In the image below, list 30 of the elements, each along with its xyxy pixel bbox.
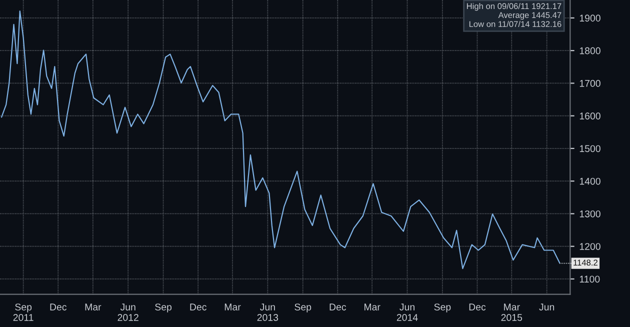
x-tick-label: Mar 2015	[501, 304, 522, 321]
x-tick-label: Mar	[85, 304, 102, 310]
x-tick-label: Sep	[294, 304, 312, 312]
y-tick-label: 1400	[580, 178, 600, 185]
x-tick-label: Dec	[190, 304, 206, 310]
y-tick-label: 1300	[580, 210, 600, 218]
x-tick-label: Jun 2012	[118, 304, 138, 321]
annotation: 1148.2	[574, 260, 598, 266]
x-tick-label: Dec	[469, 304, 486, 310]
annotation: Low on 11/07/14 1132.16	[469, 20, 562, 28]
y-tick-label: 1800	[580, 47, 600, 54]
x-tick-label: Jun 2014	[396, 304, 418, 321]
x-tick-label: Sep 2011	[13, 304, 34, 321]
y-tick-label: 1200	[580, 243, 600, 250]
y-tick-label: 1600	[580, 112, 600, 120]
x-tick-label: Sep	[434, 304, 451, 312]
x-tick-label: Dec	[330, 304, 346, 310]
x-tick-label: Dec	[50, 304, 67, 310]
y-tick-label: 1700	[580, 80, 600, 87]
x-tick-label: Sep	[155, 304, 172, 312]
line-series	[0, 10, 560, 270]
y-tick-label: 1100	[580, 276, 600, 283]
y-tick-label: 1500	[580, 145, 600, 152]
annotation: Average 1445.47	[498, 12, 562, 20]
x-tick-label: Jun 2013	[257, 304, 278, 321]
y-tick-label: 1900	[580, 14, 600, 22]
annotation: High on 09/06/11 1921.17	[466, 2, 562, 11]
x-tick-label: Mar	[224, 304, 241, 310]
x-tick-label: Mar	[364, 304, 380, 310]
x-tick-label: Jun	[539, 304, 554, 310]
